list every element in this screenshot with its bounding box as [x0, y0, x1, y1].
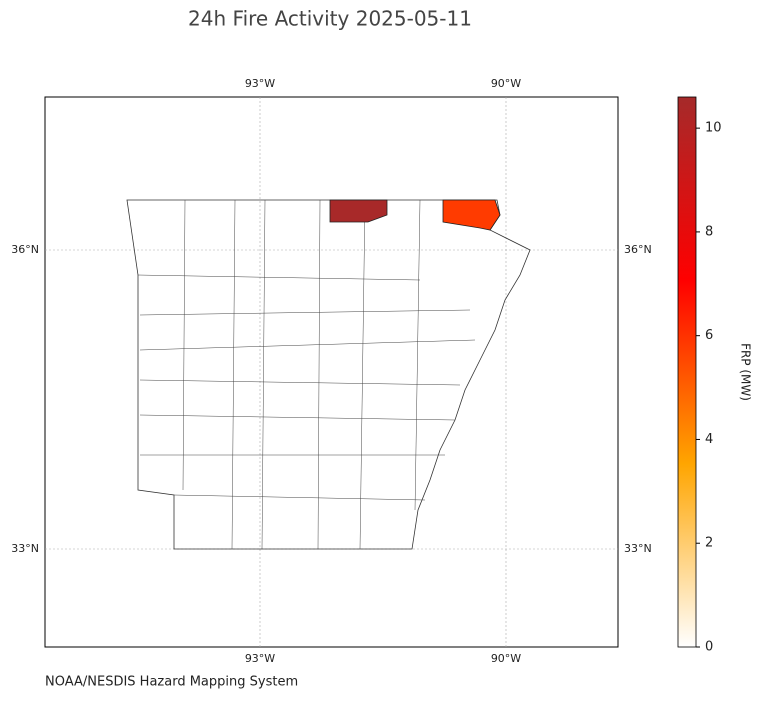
colorbar: [677, 96, 697, 648]
colorbar-tick-label: 10: [705, 121, 722, 136]
colorbar-tick-label: 6: [705, 328, 713, 343]
lat-label: 36°N: [11, 243, 39, 256]
source: NOAA/NESDIS Hazard Mapping System: [45, 675, 298, 690]
county-lines: [137, 199, 476, 550]
colorbar-tick-label: 2: [705, 536, 713, 551]
title: 24h Fire Activity 2025-05-11: [188, 7, 472, 31]
colorbar-tick-label: 8: [705, 224, 713, 239]
map-frame: [44, 96, 619, 648]
state-outline: [126, 199, 531, 550]
colorbar-tick-label: 0: [705, 640, 713, 655]
graticule: [45, 97, 618, 647]
fire-county: [442, 199, 501, 231]
colorbar-tick-label: 4: [705, 432, 713, 447]
lat-label: 36°N: [624, 243, 652, 256]
lat-label: 33°N: [11, 542, 39, 555]
colorbar-label: FRP (MW): [739, 343, 753, 401]
lon-label: 90°W: [491, 77, 521, 90]
fire-county: [329, 199, 388, 223]
lat-label: 33°N: [624, 542, 652, 555]
lon-label: 90°W: [491, 652, 521, 665]
lon-label: 93°W: [245, 77, 275, 90]
lon-label: 93°W: [245, 652, 275, 665]
